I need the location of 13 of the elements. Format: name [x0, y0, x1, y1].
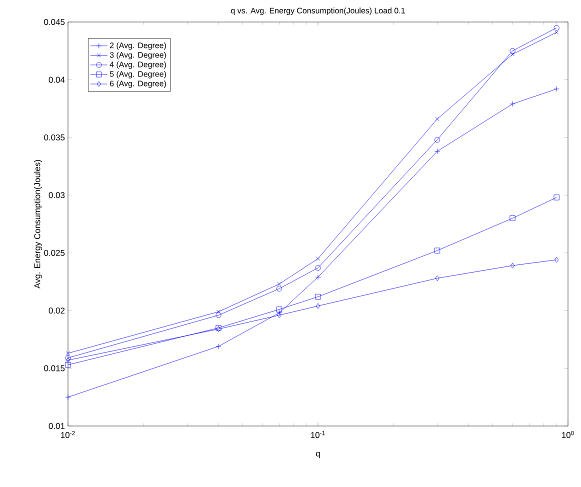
y-tick-label: 0.04 — [48, 76, 65, 83]
y-tick-label: 0.045 — [44, 19, 65, 25]
x-axis-title: q — [316, 452, 320, 458]
y-tick-label: 0.03 — [48, 192, 65, 198]
y-axis-title: Avg. Energy Consumption(Joules) — [34, 160, 42, 289]
x-tick-label: 10$^{0}$ — [562, 431, 574, 438]
y-tick-label: 0.025 — [44, 250, 65, 256]
y-tick-label: 0.02 — [48, 308, 65, 314]
y-tick-label: 0.01 — [48, 423, 65, 429]
y-tick-label: 0.015 — [44, 365, 65, 372]
x-tick-label: 10$^{-1}$ — [311, 431, 325, 438]
y-tick-label: 0.035 — [44, 134, 65, 140]
x-tick-label: 10$^{-2}$ — [61, 431, 75, 438]
